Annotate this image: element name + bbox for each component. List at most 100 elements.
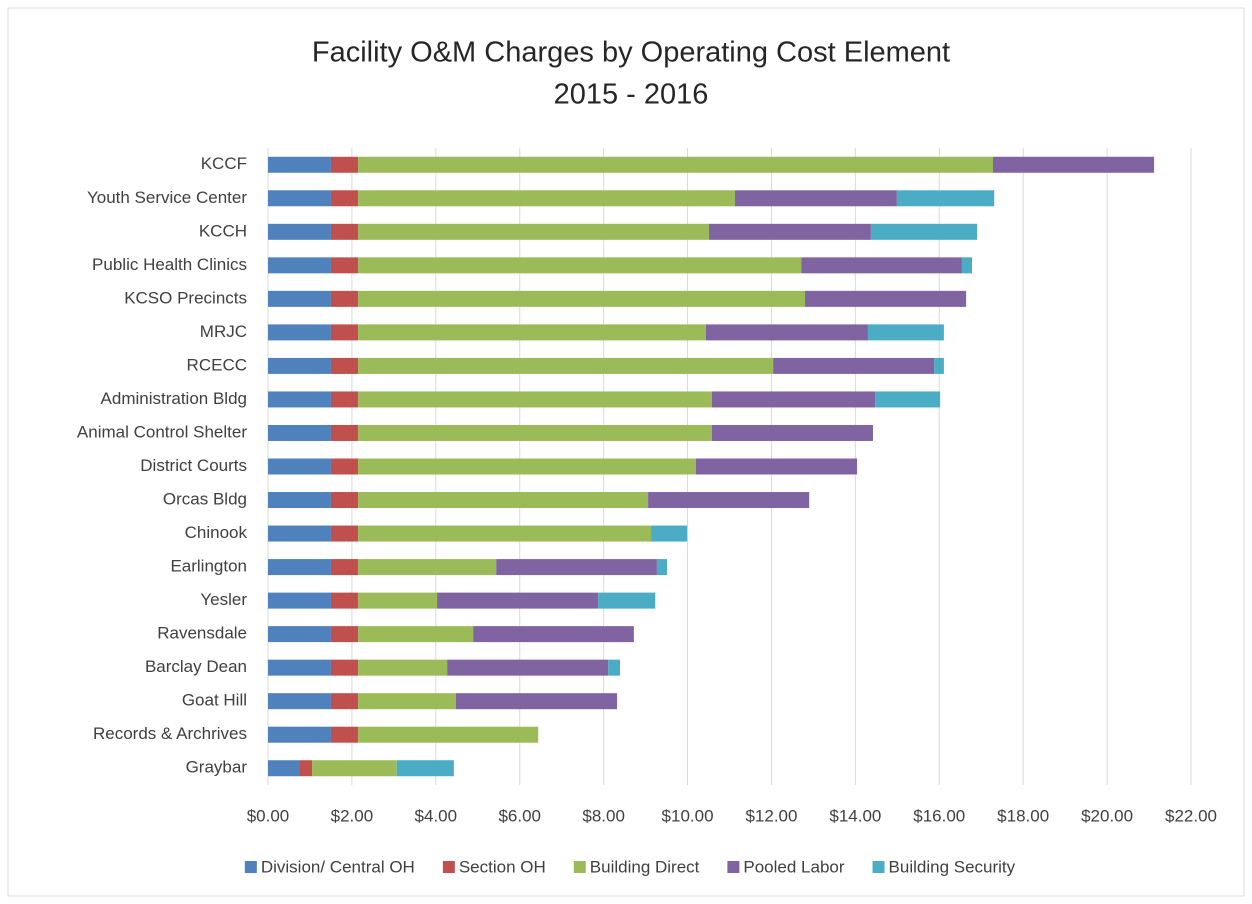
bar-segment xyxy=(268,357,331,374)
bar-segment xyxy=(358,492,649,509)
chart-border xyxy=(7,7,1245,897)
x-tick-label: $6.00 xyxy=(498,806,541,825)
bar-segment xyxy=(961,257,972,274)
category-label: Public Health Clinics xyxy=(92,255,247,274)
legend-label: Pooled Labor xyxy=(743,857,844,876)
bar-segment xyxy=(598,592,656,609)
bar-segment xyxy=(934,357,944,374)
bar-segment xyxy=(330,592,359,609)
legend-swatch xyxy=(872,861,885,873)
chart-title: Facility O&M Charges by Operating Cost E… xyxy=(312,37,950,69)
x-tick-label: $0.00 xyxy=(247,806,290,825)
bar-segment xyxy=(648,492,810,509)
x-tick-label: $10.00 xyxy=(662,806,714,825)
category-label: Chinook xyxy=(185,523,248,542)
bar-segment xyxy=(268,525,331,542)
legend-label: Building Security xyxy=(889,857,1016,876)
category-label: KCCH xyxy=(199,221,247,240)
bar-segment xyxy=(358,424,712,441)
bar-segment xyxy=(330,257,359,274)
bar-segment xyxy=(805,290,967,307)
category-label: Barclay Dean xyxy=(145,657,247,676)
bar-segment xyxy=(773,357,935,374)
bar-segment xyxy=(268,190,331,207)
bar-segment xyxy=(396,760,454,777)
bar-segment xyxy=(330,290,359,307)
bar-segment xyxy=(330,357,359,374)
bar-segment xyxy=(330,525,359,542)
category-label: Earlington xyxy=(170,557,247,576)
category-label: KCCF xyxy=(201,154,247,173)
bar-segment xyxy=(268,726,331,743)
legend-swatch xyxy=(442,861,455,873)
bar-segment xyxy=(268,592,331,609)
bar-segment xyxy=(268,223,331,240)
bar-segment xyxy=(299,760,313,777)
category-label: Youth Service Center xyxy=(87,188,247,207)
bar-segment xyxy=(268,458,331,475)
bar-segment xyxy=(656,559,667,576)
category-label: KCSO Precincts xyxy=(124,288,247,307)
category-label: Yesler xyxy=(200,590,247,609)
bar-segment xyxy=(268,492,331,509)
bar-segment xyxy=(708,223,871,240)
bar-segment xyxy=(437,592,599,609)
legend-swatch xyxy=(727,861,740,873)
bar-segment xyxy=(268,324,331,341)
bar-segment xyxy=(358,458,696,475)
x-tick-label: $20.00 xyxy=(1081,806,1133,825)
bar-segment xyxy=(330,626,359,643)
bar-segment xyxy=(268,257,331,274)
category-label: Graybar xyxy=(186,758,248,777)
bar-segment xyxy=(330,324,359,341)
category-label: MRJC xyxy=(200,322,247,341)
bar-segment xyxy=(496,559,657,576)
bar-segment xyxy=(330,223,359,240)
bar-segment xyxy=(358,223,709,240)
category-label: District Courts xyxy=(140,456,247,475)
bar-segment xyxy=(651,525,688,542)
x-tick-label: $4.00 xyxy=(415,806,458,825)
bar-segment xyxy=(447,659,609,676)
bar-segment xyxy=(358,324,707,341)
bar-segment xyxy=(268,559,331,576)
x-tick-label: $8.00 xyxy=(582,806,625,825)
category-label: Goat Hill xyxy=(182,691,247,710)
category-label: RCECC xyxy=(187,355,247,374)
bar-segment xyxy=(268,290,331,307)
bar-segment xyxy=(358,190,735,207)
bar-segment xyxy=(896,190,995,207)
bar-segment xyxy=(358,257,802,274)
bar-segment xyxy=(358,391,712,408)
x-tick-label: $2.00 xyxy=(331,806,374,825)
legend-swatch xyxy=(244,861,257,873)
x-tick-label: $12.00 xyxy=(745,806,797,825)
bar-segment xyxy=(330,659,359,676)
bar-segment xyxy=(867,324,944,341)
x-tick-label: $14.00 xyxy=(829,806,881,825)
bar-segment xyxy=(268,693,331,710)
bar-segment xyxy=(330,424,359,441)
bar-segment xyxy=(695,458,858,475)
bar-segment xyxy=(870,223,978,240)
x-tick-label: $22.00 xyxy=(1165,806,1217,825)
bar-segment xyxy=(358,659,448,676)
bar-segment xyxy=(268,626,331,643)
bar-segment xyxy=(330,559,359,576)
bar-segment xyxy=(455,693,618,710)
bar-segment xyxy=(875,391,941,408)
bar-segment xyxy=(358,357,774,374)
bar-segment xyxy=(268,156,331,173)
bar-segment xyxy=(992,156,1155,173)
bar-segment xyxy=(330,458,359,475)
bar-segment xyxy=(473,626,634,643)
bar-segment xyxy=(268,391,331,408)
bar-segment xyxy=(358,525,652,542)
bar-segment xyxy=(358,726,539,743)
chart-subtitle: 2015 - 2016 xyxy=(554,79,709,111)
bar-segment xyxy=(608,659,620,676)
category-label: Animal Control Shelter xyxy=(77,422,247,441)
x-tick-label: $18.00 xyxy=(997,806,1049,825)
bar-segment xyxy=(268,760,300,777)
